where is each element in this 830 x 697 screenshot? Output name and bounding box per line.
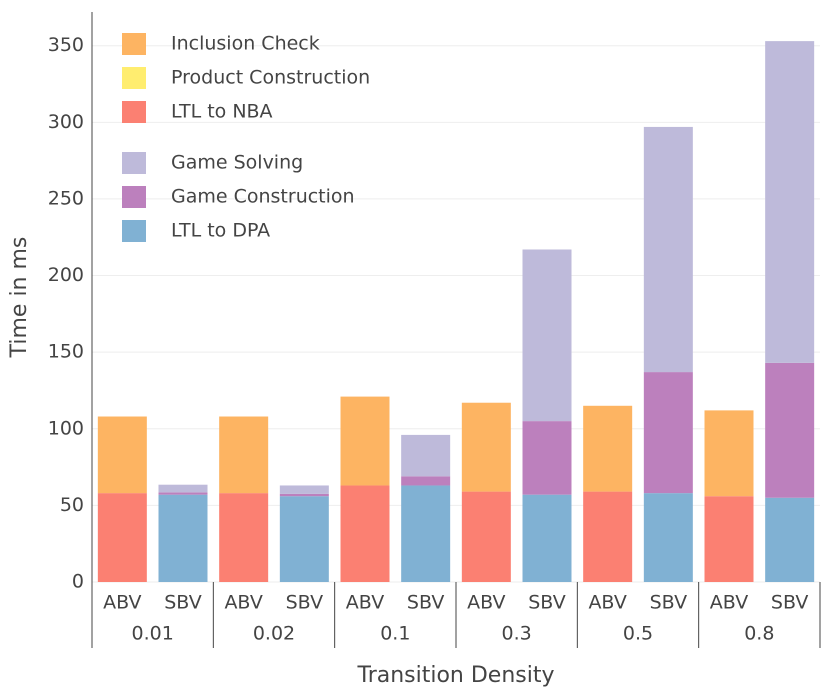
bar-segment bbox=[522, 421, 572, 495]
x-tick-label: SBV bbox=[771, 592, 809, 614]
x-tick-label: SBV bbox=[407, 592, 445, 614]
bar-segment bbox=[704, 496, 754, 582]
bar-segment bbox=[643, 126, 693, 373]
bar-segment bbox=[97, 493, 147, 582]
bar-segment bbox=[765, 362, 815, 498]
bar-segment bbox=[522, 249, 572, 422]
x-tick-label: SBV bbox=[286, 592, 324, 614]
legend-label: LTL to NBA bbox=[171, 101, 273, 123]
legend-swatch bbox=[122, 33, 146, 55]
y-tick-label: 50 bbox=[60, 494, 84, 516]
y-tick-label: 0 bbox=[72, 571, 84, 593]
bar-segment bbox=[765, 497, 815, 582]
bar-segment bbox=[219, 416, 269, 494]
bar-segment bbox=[461, 491, 511, 582]
bar-segment bbox=[765, 41, 815, 363]
bar-segment bbox=[643, 493, 693, 582]
y-tick-label: 200 bbox=[48, 264, 84, 286]
legend-swatch bbox=[122, 152, 146, 174]
y-tick-label: 100 bbox=[48, 417, 84, 439]
x-tick-label: ABV bbox=[103, 592, 141, 614]
bar-segment bbox=[340, 396, 390, 486]
bar-segment bbox=[643, 372, 693, 494]
bar-segment bbox=[158, 484, 208, 493]
legend-swatch bbox=[122, 220, 146, 242]
legend-swatch bbox=[122, 101, 146, 123]
x-tick-label: SBV bbox=[164, 592, 202, 614]
legend-swatch bbox=[122, 67, 146, 89]
bar-segment bbox=[97, 416, 147, 494]
bar-segment bbox=[704, 410, 754, 497]
x-tick-label: ABV bbox=[224, 592, 262, 614]
y-tick-label: 300 bbox=[48, 111, 84, 133]
bar-segment bbox=[158, 492, 208, 495]
bar-segment bbox=[158, 494, 208, 582]
legend-label: Game Solving bbox=[171, 152, 303, 174]
bar-segment bbox=[279, 493, 329, 497]
y-tick-label: 150 bbox=[48, 341, 84, 363]
group-label: 0.02 bbox=[253, 623, 295, 645]
x-tick-label: ABV bbox=[588, 592, 626, 614]
x-tick-label: SBV bbox=[528, 592, 566, 614]
group-label: 0.3 bbox=[502, 623, 532, 645]
bar-segment bbox=[340, 485, 390, 582]
y-tick-label: 250 bbox=[48, 187, 84, 209]
bar-segment bbox=[583, 491, 633, 582]
bar-segment bbox=[401, 434, 451, 477]
x-tick-label: SBV bbox=[650, 592, 688, 614]
bar-segment bbox=[279, 485, 329, 494]
bar-segment bbox=[401, 476, 451, 486]
group-label: 0.8 bbox=[744, 623, 774, 645]
legend-label: LTL to DPA bbox=[171, 220, 270, 242]
group-label: 0.5 bbox=[623, 623, 653, 645]
x-tick-label: ABV bbox=[710, 592, 748, 614]
bar-segment bbox=[522, 494, 572, 582]
group-label: 0.01 bbox=[132, 623, 174, 645]
x-tick-label: ABV bbox=[467, 592, 505, 614]
legend-swatch bbox=[122, 186, 146, 208]
bar-segment bbox=[583, 405, 633, 492]
x-axis-title: Transition Density bbox=[356, 663, 554, 688]
bar-segment bbox=[461, 402, 511, 492]
legend-label: Game Construction bbox=[171, 186, 355, 208]
y-tick-label: 350 bbox=[48, 34, 84, 56]
bar-segment bbox=[219, 493, 269, 582]
bar-segment bbox=[279, 496, 329, 582]
y-axis-title: Time in ms bbox=[7, 237, 32, 359]
legend-label: Product Construction bbox=[171, 67, 370, 89]
bar-segment bbox=[401, 485, 451, 582]
x-tick-label: ABV bbox=[346, 592, 384, 614]
legend-label: Inclusion Check bbox=[171, 33, 320, 55]
group-label: 0.1 bbox=[380, 623, 410, 645]
